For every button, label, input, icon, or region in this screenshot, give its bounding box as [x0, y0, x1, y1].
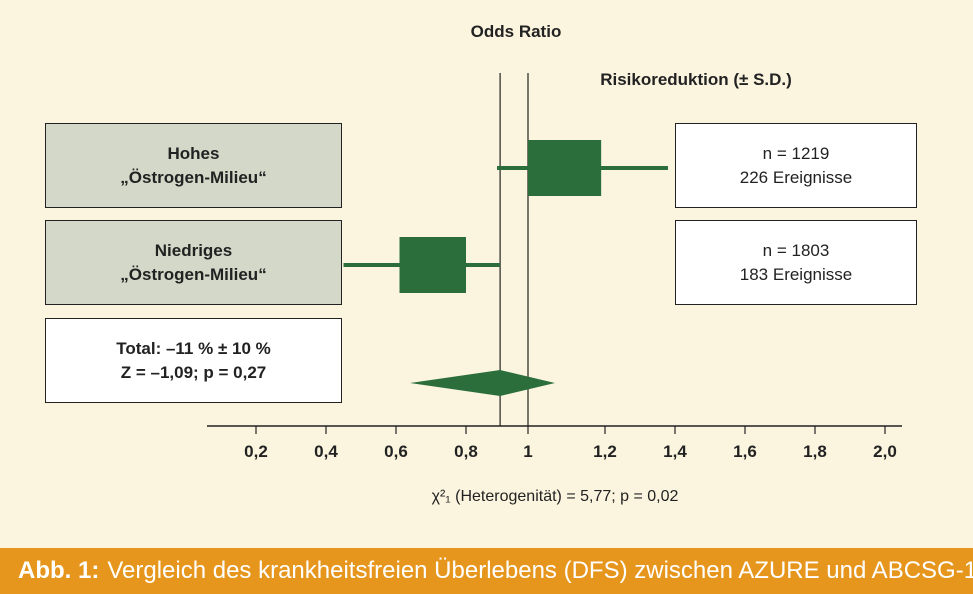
total-diamond	[410, 370, 555, 396]
x-tick-label: 1	[523, 442, 532, 461]
stat-box-niedriges: n = 1803 183 Ereignisse	[675, 220, 917, 305]
chart-title: Odds Ratio	[471, 22, 562, 41]
right-header: Risikoreduktion (± S.D.)	[600, 70, 792, 89]
row-label-box-hohes: Hohes „Östrogen-Milieu“	[45, 123, 342, 208]
x-tick-label: 0,6	[384, 442, 408, 461]
stat-n: n = 1803	[762, 240, 830, 260]
x-tick-label: 1,2	[593, 442, 617, 461]
x-tick-label: 0,8	[454, 442, 478, 461]
figure-caption: Abb. 1: Vergleich des krankheitsfreien Ü…	[0, 548, 973, 594]
x-tick-label: 1,8	[803, 442, 827, 461]
estimate-box	[528, 140, 602, 196]
x-tick-label: 2,0	[873, 442, 897, 461]
x-tick-label: 0,2	[244, 442, 268, 461]
x-tick-label: 1,6	[733, 442, 757, 461]
stat-events: 226 Ereignisse	[739, 167, 853, 187]
x-tick-label: 0,4	[314, 442, 338, 461]
stat-events: 183 Ereignisse	[739, 264, 853, 284]
caption-prefix: Abb. 1:	[18, 557, 100, 584]
row-label-line1: Hohes	[167, 143, 220, 163]
total-line2: Z = –1,09; p = 0,27	[120, 362, 267, 382]
estimate-box	[399, 237, 466, 293]
caption-text: Vergleich des krankheitsfreien Überleben…	[107, 557, 973, 584]
total-line1: Total: –11 % ± 10 %	[116, 338, 271, 358]
stat-box-hohes: n = 1219 226 Ereignisse	[675, 123, 917, 208]
total-box: Total: –11 % ± 10 % Z = –1,09; p = 0,27	[45, 318, 342, 403]
row-label-line1: Niedriges	[154, 240, 233, 260]
chart-svg: Odds Ratio Risikoreduktion (± S.D.) 0,2 0…	[207, 22, 902, 505]
row-label-box-niedriges: Niedriges „Östrogen-Milieu“	[45, 220, 342, 305]
heterogeneity-stat: χ²₁ (Heterogenität) = 5,77; p = 0,02	[432, 488, 679, 505]
forest-plot: Odds Ratio Risikoreduktion (± S.D.) 0,2 0…	[45, 22, 917, 505]
row-label-line2: „Östrogen-Milieu“	[120, 167, 267, 187]
stat-n: n = 1219	[762, 143, 830, 163]
x-tick-label: 1,4	[663, 442, 687, 461]
row-label-line2: „Östrogen-Milieu“	[120, 264, 267, 284]
